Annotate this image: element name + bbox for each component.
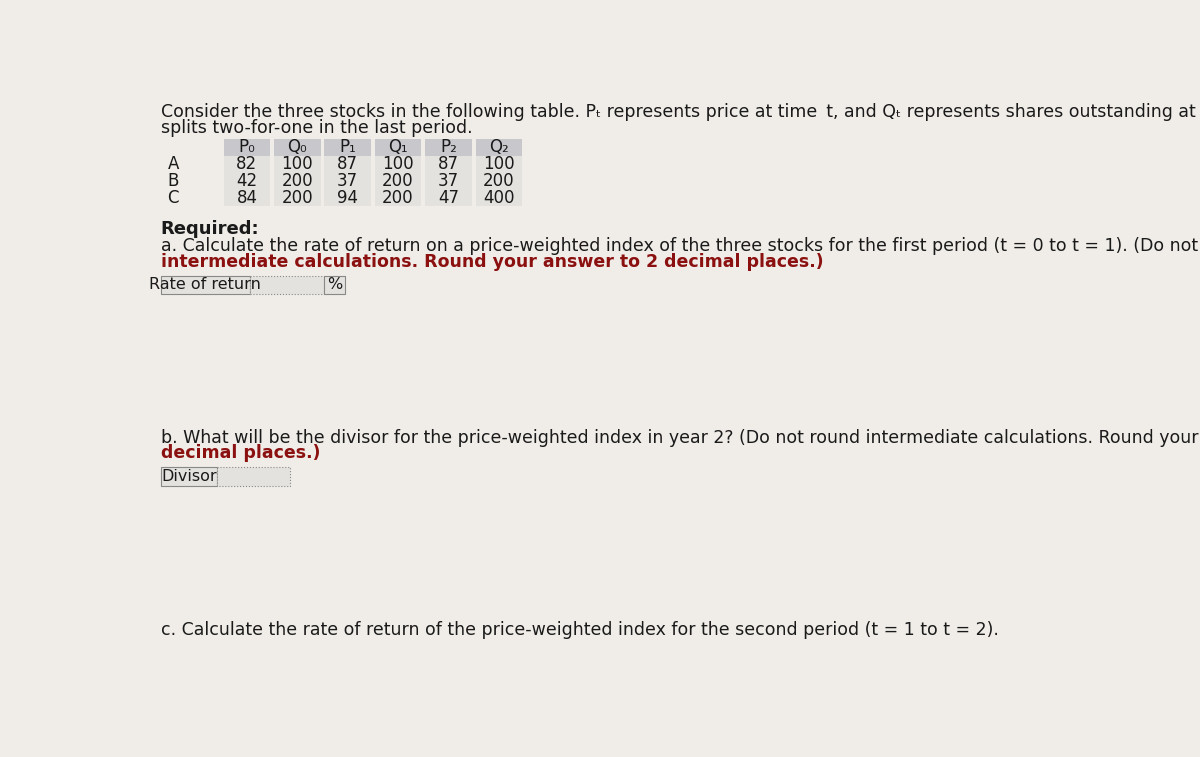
- Text: %: %: [326, 277, 342, 292]
- FancyBboxPatch shape: [161, 276, 250, 294]
- FancyBboxPatch shape: [425, 189, 472, 207]
- Text: Divisor: Divisor: [161, 469, 216, 484]
- FancyBboxPatch shape: [475, 189, 522, 207]
- Text: C: C: [168, 188, 179, 207]
- Text: 200: 200: [382, 172, 414, 190]
- Text: 42: 42: [236, 172, 258, 190]
- FancyBboxPatch shape: [374, 189, 421, 207]
- FancyBboxPatch shape: [324, 189, 371, 207]
- Text: A: A: [168, 155, 179, 173]
- Text: 87: 87: [438, 155, 458, 173]
- Text: 84: 84: [236, 188, 257, 207]
- Text: 200: 200: [282, 188, 313, 207]
- Text: 82: 82: [236, 155, 258, 173]
- Text: 200: 200: [282, 172, 313, 190]
- Text: 37: 37: [337, 172, 358, 190]
- FancyBboxPatch shape: [425, 173, 472, 189]
- Text: 400: 400: [482, 188, 515, 207]
- FancyBboxPatch shape: [475, 155, 522, 173]
- FancyBboxPatch shape: [223, 189, 270, 207]
- Text: P₁: P₁: [340, 138, 356, 156]
- FancyBboxPatch shape: [161, 467, 217, 486]
- Text: 200: 200: [382, 188, 414, 207]
- Text: 100: 100: [382, 155, 414, 173]
- Text: P₂: P₂: [440, 138, 457, 156]
- Text: c. Calculate the rate of return of the price-weighted index for the second perio: c. Calculate the rate of return of the p…: [161, 621, 998, 639]
- FancyBboxPatch shape: [274, 155, 320, 173]
- FancyBboxPatch shape: [324, 173, 371, 189]
- FancyBboxPatch shape: [324, 139, 371, 155]
- Text: Q₁: Q₁: [388, 138, 408, 156]
- Text: 37: 37: [438, 172, 458, 190]
- Text: Consider the three stocks in the following table. Pₜ represents price at time  t: Consider the three stocks in the followi…: [161, 103, 1200, 121]
- Text: P₀: P₀: [239, 138, 256, 156]
- FancyBboxPatch shape: [274, 139, 320, 155]
- Text: splits two-for-one in the last period.: splits two-for-one in the last period.: [161, 119, 473, 136]
- Text: intermediate calculations. Round your answer to 2 decimal places.): intermediate calculations. Round your an…: [161, 253, 823, 270]
- FancyBboxPatch shape: [217, 467, 290, 486]
- Text: 100: 100: [282, 155, 313, 173]
- FancyBboxPatch shape: [425, 139, 472, 155]
- FancyBboxPatch shape: [324, 155, 371, 173]
- Text: Q₂: Q₂: [488, 138, 509, 156]
- FancyBboxPatch shape: [274, 189, 320, 207]
- Text: decimal places.): decimal places.): [161, 444, 320, 463]
- Text: b. What will be the divisor for the price-weighted index in year 2? (Do not roun: b. What will be the divisor for the pric…: [161, 429, 1200, 447]
- FancyBboxPatch shape: [223, 173, 270, 189]
- FancyBboxPatch shape: [374, 139, 421, 155]
- Text: Rate of return: Rate of return: [150, 277, 262, 292]
- Text: Required:: Required:: [161, 220, 259, 238]
- FancyBboxPatch shape: [475, 173, 522, 189]
- Text: 47: 47: [438, 188, 458, 207]
- Text: 200: 200: [482, 172, 515, 190]
- Text: 94: 94: [337, 188, 358, 207]
- Text: B: B: [168, 172, 179, 190]
- FancyBboxPatch shape: [374, 155, 421, 173]
- FancyBboxPatch shape: [475, 139, 522, 155]
- FancyBboxPatch shape: [223, 155, 270, 173]
- FancyBboxPatch shape: [250, 276, 324, 294]
- Text: a. Calculate the rate of return on a price-weighted index of the three stocks fo: a. Calculate the rate of return on a pri…: [161, 237, 1200, 255]
- FancyBboxPatch shape: [324, 276, 346, 294]
- FancyBboxPatch shape: [374, 173, 421, 189]
- FancyBboxPatch shape: [223, 139, 270, 155]
- Text: 87: 87: [337, 155, 358, 173]
- FancyBboxPatch shape: [425, 155, 472, 173]
- Text: Q₀: Q₀: [287, 138, 307, 156]
- FancyBboxPatch shape: [274, 173, 320, 189]
- Text: 100: 100: [482, 155, 515, 173]
